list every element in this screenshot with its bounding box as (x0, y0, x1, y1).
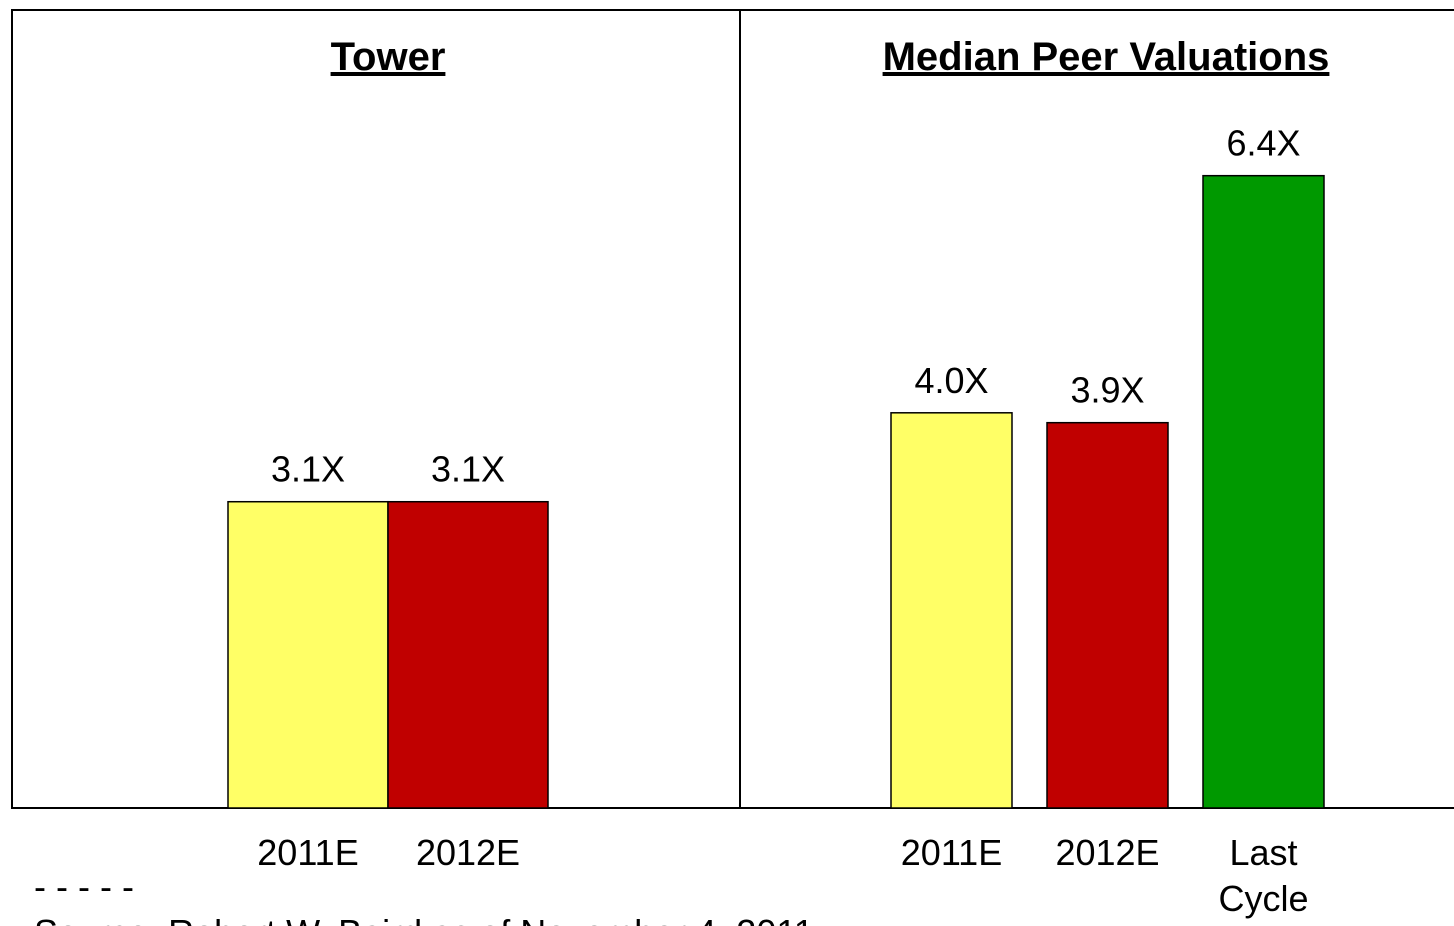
value-label: 3.1X (271, 449, 345, 490)
value-label: 4.0X (914, 360, 988, 401)
source-note: Source: Robert W. Baird as of November 4… (34, 912, 814, 926)
x-tick-label: 2011E (257, 832, 359, 873)
x-tick-label: 2011E (900, 832, 1003, 873)
bar (227, 500, 389, 809)
value-label: 3.9X (1070, 370, 1144, 411)
value-label: 6.4X (1226, 123, 1300, 164)
bar (1046, 421, 1169, 809)
x-tick-label: Last Cycle (1218, 832, 1309, 919)
panel-title: Median Peer Valuations (883, 35, 1330, 79)
separator: - - - - - (34, 866, 134, 907)
bar (890, 412, 1013, 809)
bar (387, 500, 549, 809)
bar (1202, 174, 1325, 809)
x-tick-label: 2012E (1055, 832, 1160, 873)
x-tick-label: 2012E (415, 832, 521, 873)
panel-title: Tower (331, 35, 446, 79)
value-label: 3.1X (431, 449, 505, 490)
